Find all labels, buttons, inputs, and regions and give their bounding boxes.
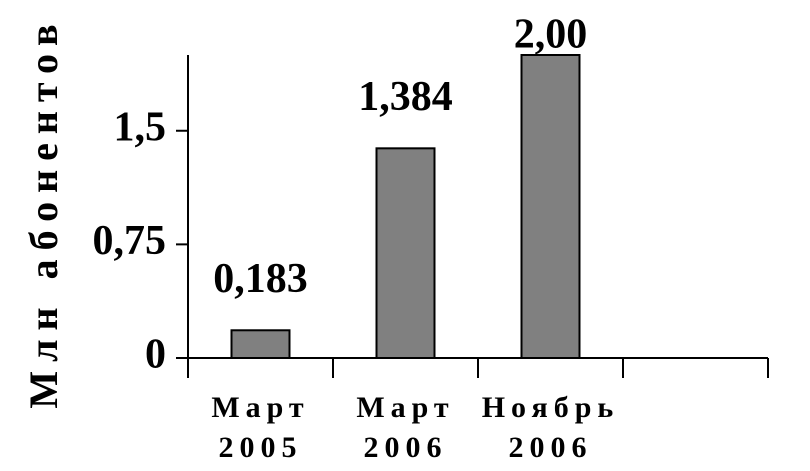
bar [375,147,436,359]
x-tick-label: Март 2006 [356,391,454,464]
x-tick-label-line: Март [211,391,309,424]
y-tick-label: 1,5 [114,104,167,150]
data-label: 2,00 [514,12,588,58]
x-tick-label-line: Март [356,391,454,424]
data-label: 1,384 [358,74,453,120]
x-tick-label-line: 2005 [219,431,303,464]
y-tick-label: 0,75 [93,218,167,264]
x-tick-label-line: 2006 [509,431,593,464]
bar [230,329,291,360]
y-tick-label: 0 [145,332,166,378]
x-tick-label-line: 2006 [364,431,448,464]
x-tick-label: Март 2005 [211,391,309,464]
data-label: 0,183 [213,256,308,302]
bar [520,54,581,359]
x-tick-label-line: Ноябрь [482,391,620,424]
y-axis-title: Млн абонентов [21,15,66,408]
x-tick-label: Ноябрь 2006 [482,391,620,464]
